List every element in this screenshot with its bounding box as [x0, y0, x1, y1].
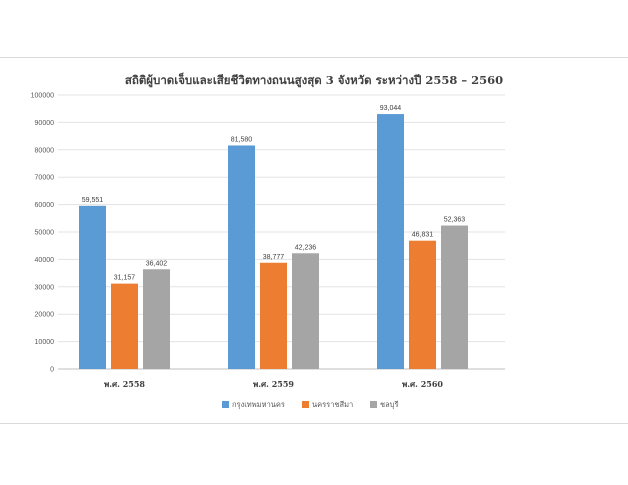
bar	[79, 205, 106, 369]
data-label: 36,402	[146, 260, 168, 267]
data-label: 93,044	[380, 105, 402, 112]
bars	[79, 114, 468, 369]
data-label: 52,363	[444, 217, 466, 224]
y-tick-label: 10000	[35, 339, 55, 346]
y-tick-label: 100000	[31, 93, 54, 100]
y-tick-label: 0	[50, 367, 54, 374]
data-label: 81,580	[231, 136, 253, 143]
bar	[260, 262, 287, 369]
legend-swatch	[222, 401, 229, 408]
data-label: 46,831	[412, 232, 434, 239]
y-tick-label: 50000	[35, 230, 55, 237]
bar	[111, 283, 138, 369]
bar	[228, 145, 255, 369]
legend-label: นครราชสีมา	[312, 400, 353, 409]
y-tick-label: 90000	[35, 120, 55, 127]
chart-title: สถิติผู้บาดเจ็บและเสียชีวิตทางถนนสูงสุด …	[124, 73, 504, 87]
legend-swatch	[370, 401, 377, 408]
y-axis-ticks: 0 10000 20000 30000 40000 50000 60000 70000 8000…	[31, 93, 54, 374]
data-label: 31,157	[114, 275, 136, 282]
y-tick-label: 80000	[35, 147, 55, 154]
y-tick-label: 30000	[35, 284, 55, 291]
bar	[441, 225, 468, 369]
legend-label: ชลบุรี	[380, 400, 398, 409]
y-tick-label: 40000	[35, 257, 55, 264]
bar	[143, 269, 170, 369]
bar	[409, 240, 436, 369]
data-label: 59,551	[82, 197, 104, 204]
data-label: 38,777	[263, 254, 285, 261]
data-label: 42,236	[295, 244, 317, 251]
x-axis-categories: พ.ศ. 2558 พ.ศ. 2559 พ.ศ. 2560	[104, 379, 443, 389]
category-label: พ.ศ. 2558	[104, 379, 145, 389]
category-label: พ.ศ. 2559	[253, 379, 294, 389]
y-tick-label: 70000	[35, 175, 55, 182]
legend-swatch	[302, 401, 309, 408]
data-labels: 59,551 31,157 36,402 81,580 38,777 42,236 93,0…	[82, 105, 466, 282]
bar	[377, 114, 404, 369]
category-label: พ.ศ. 2560	[402, 379, 443, 389]
y-tick-label: 20000	[35, 312, 55, 319]
y-tick-label: 60000	[35, 202, 55, 209]
legend-label: กรุงเทพมหานคร	[232, 400, 285, 409]
legend: กรุงเทพมหานคร นครราชสีมา ชลบุรี	[222, 400, 398, 409]
bar	[292, 253, 319, 369]
